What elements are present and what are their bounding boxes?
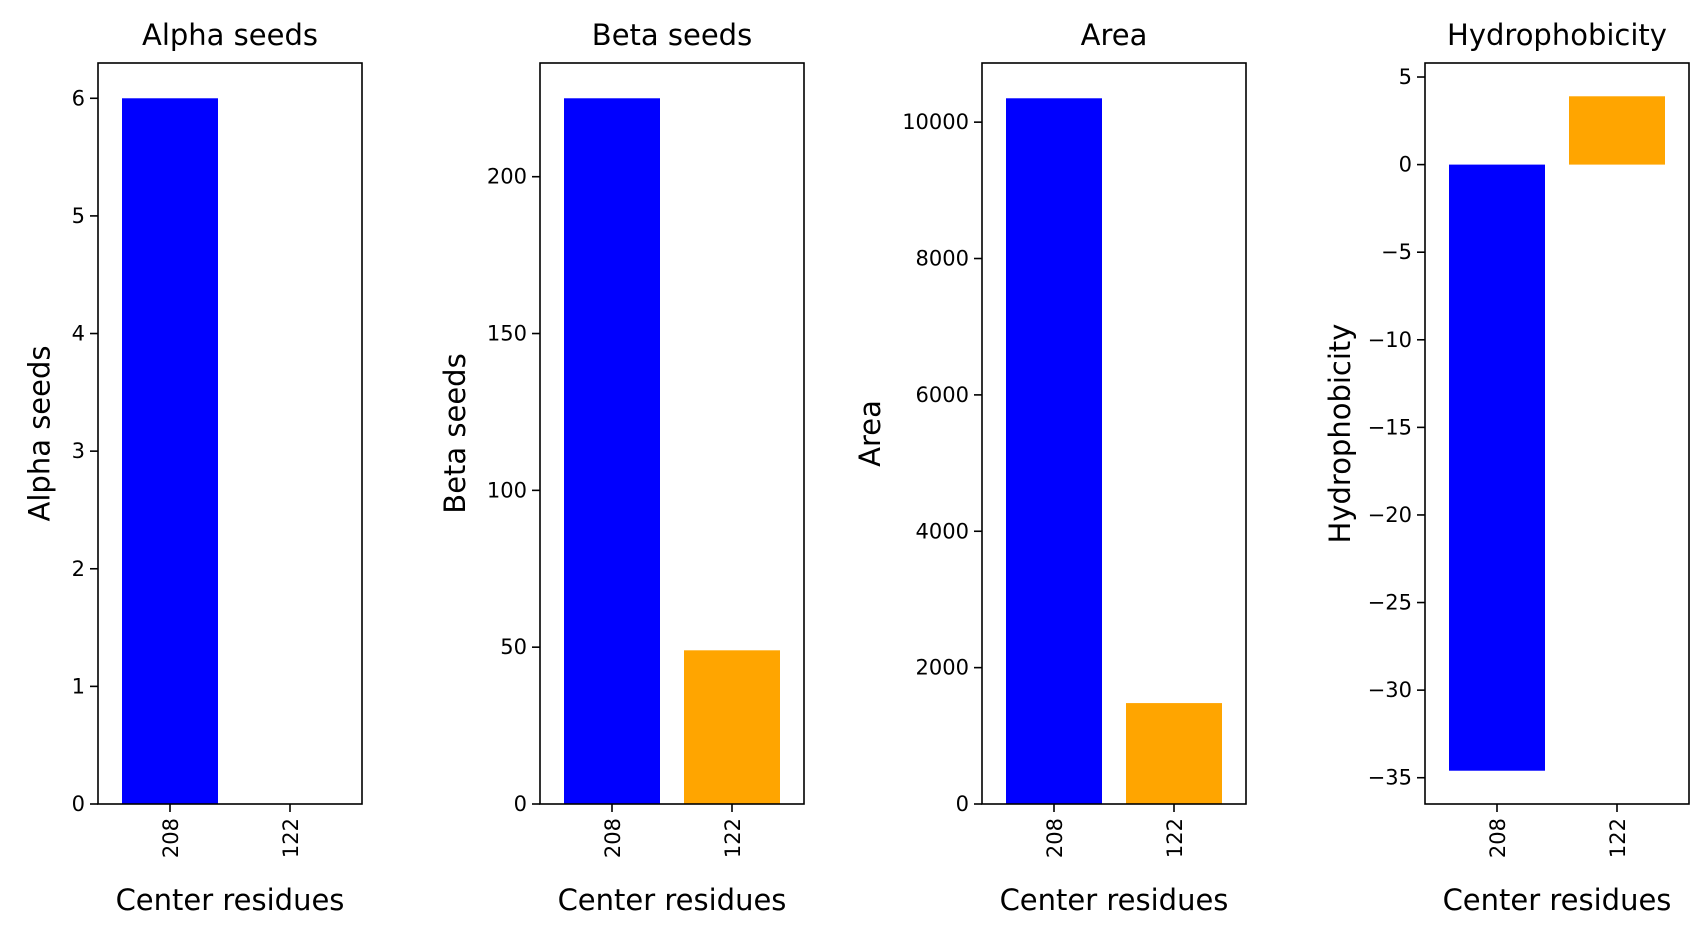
y-tick-label: 6 xyxy=(72,86,85,110)
y-tick-label: −15 xyxy=(1368,415,1412,439)
y-tick-label: 0 xyxy=(1399,153,1412,177)
x-tick-label: 122 xyxy=(1163,818,1187,858)
y-tick-label: 4000 xyxy=(916,519,969,543)
x-axis-label: Center residues xyxy=(1443,883,1672,917)
chart-panel-3: 0 2000 4000 6000 8000 10000 208 122 Area Center r… xyxy=(853,18,1247,917)
y-tick-label: 1 xyxy=(72,674,85,698)
y-axis-label: Alpha seeds xyxy=(23,346,57,522)
y-tick-label: 2 xyxy=(72,557,85,581)
y-tick-label: 8000 xyxy=(916,247,969,271)
x-axis-label: Center residues xyxy=(116,883,345,917)
chart-title: Alpha seeds xyxy=(142,18,318,52)
y-tick-label: 50 xyxy=(500,635,527,659)
y-tick-label: 100 xyxy=(487,478,527,502)
chart-panel-1: 0 1 2 3 4 5 6 208 122 Alpha seeds Center residues A… xyxy=(23,18,363,917)
bar-208 xyxy=(122,98,218,805)
y-axis-label: Area xyxy=(853,400,887,467)
x-tick-label: 208 xyxy=(1486,818,1510,858)
y-axis-label: Hydrophobicity xyxy=(1323,324,1357,544)
x-tick-label: 208 xyxy=(1043,818,1067,858)
bar-122 xyxy=(1569,96,1665,165)
y-tick-label: 2000 xyxy=(916,656,969,680)
plot-frame xyxy=(539,62,805,805)
y-tick-label: 10000 xyxy=(902,110,969,134)
y-tick-label: 150 xyxy=(487,322,527,346)
chart-panel-2: 0 50 100 150 200 208 122 Beta seeds Center resid… xyxy=(438,18,805,917)
y-tick-label: −30 xyxy=(1368,678,1412,702)
y-tick-label: −5 xyxy=(1381,240,1412,264)
x-axis-label: Center residues xyxy=(558,883,787,917)
y-axis-label: Beta seeds xyxy=(438,353,472,513)
bar-122 xyxy=(684,650,780,804)
chart-title: Beta seeds xyxy=(592,18,752,52)
x-tick-label: 122 xyxy=(721,818,745,858)
x-tick-label: 208 xyxy=(601,818,625,858)
x-tick-label: 122 xyxy=(1606,818,1630,858)
bar-208 xyxy=(564,98,660,805)
bar-208 xyxy=(1006,98,1102,805)
plot-frame xyxy=(97,62,363,805)
y-tick-label: −25 xyxy=(1368,591,1412,615)
y-tick-label: −20 xyxy=(1368,503,1412,527)
plot-frame xyxy=(1424,62,1690,805)
x-tick-label: 122 xyxy=(279,818,303,858)
y-tick-label: 0 xyxy=(514,792,527,816)
bar-208 xyxy=(1449,164,1545,771)
x-axis-label: Center residues xyxy=(1000,883,1229,917)
y-tick-label: 0 xyxy=(72,792,85,816)
y-tick-label: 3 xyxy=(72,439,85,463)
y-tick-label: 4 xyxy=(72,322,85,346)
y-tick-label: −35 xyxy=(1368,766,1412,790)
y-tick-label: −10 xyxy=(1368,328,1412,352)
x-tick-label: 208 xyxy=(159,818,183,858)
y-tick-label: 200 xyxy=(487,165,527,189)
plot-frame xyxy=(981,62,1247,805)
chart-title: Area xyxy=(1081,18,1148,52)
chart-panel-4: −35 −30 −25 −20 −15 −10 −5 0 5 208 122 Hydrophobici… xyxy=(1323,18,1690,917)
bar-122 xyxy=(1126,703,1222,804)
y-tick-label: 5 xyxy=(72,204,85,228)
y-tick-label: 6000 xyxy=(916,383,969,407)
y-tick-label: 0 xyxy=(956,792,969,816)
chart-title: Hydrophobicity xyxy=(1447,18,1667,52)
y-tick-label: 5 xyxy=(1399,65,1412,89)
